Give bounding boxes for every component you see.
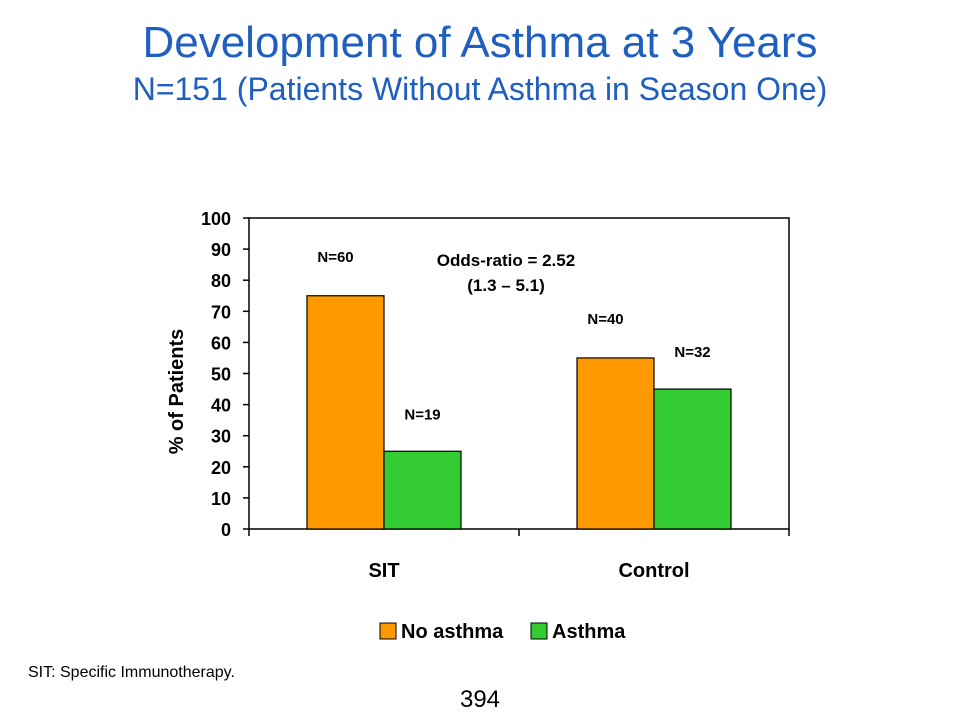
legend-swatch-no-asthma [379,622,397,640]
odds-ratio-ci-annotation: (1.3 – 5.1) [467,276,545,295]
y-tick-label: 10 [211,489,231,509]
y-tick-label: 80 [211,271,231,291]
y-tick-label: 30 [211,427,231,447]
legend-label: No asthma [401,621,504,643]
bar-sit-no-asthma [306,295,385,530]
bar-sit-asthma [383,450,462,530]
slide-title: Development of Asthma at 3 Years [142,18,818,67]
y-tick-label: 60 [211,333,231,353]
y-tick-label: 70 [211,302,231,322]
x-category-label: SIT [368,560,399,582]
x-category-label: Control [618,560,689,582]
legend-swatch-asthma [530,622,548,640]
bar-data-label: N=40 [587,311,623,328]
bar-data-label: N=60 [317,249,353,266]
page-number: 394 [459,686,501,713]
y-tick-label: 90 [211,240,231,260]
y-tick-label: 0 [221,520,231,540]
y-tick-label: 100 [201,209,231,229]
y-tick-label: 20 [211,458,231,478]
bar-control-asthma [653,388,732,530]
bar-control-no-asthma [576,357,655,530]
odds-ratio-annotation: Odds-ratio = 2.52 [437,251,575,270]
y-axis-label: % of Patients [166,329,188,455]
legend-label: Asthma [552,621,626,643]
bar-data-label: N=32 [674,344,710,361]
y-tick-label: 50 [211,365,231,385]
bar-data-label: N=19 [404,406,440,423]
y-tick-label: 40 [211,396,231,416]
slide-subtitle: N=151 (Patients Without Asthma in Season… [132,71,828,107]
footnote: SIT: Specific Immunotherapy. [28,664,235,681]
